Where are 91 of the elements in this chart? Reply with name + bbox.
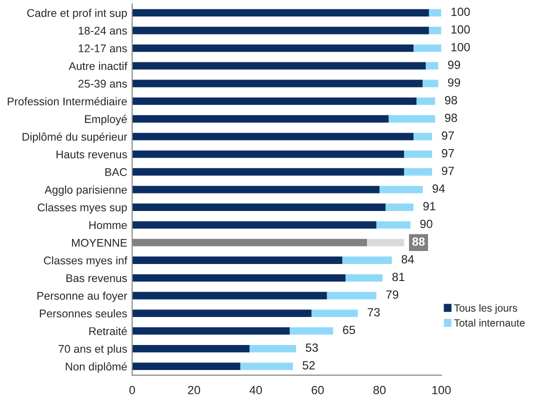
y-tick-label: 70 ans et plus (58, 344, 127, 355)
total-label: 81 (392, 272, 404, 282)
y-tick-label: 18-24 ans (78, 26, 127, 35)
total-label: 98 (444, 114, 458, 122)
total-label: 97 (442, 166, 454, 176)
x-tick-label: 100 (432, 386, 451, 394)
total-label: 73 (368, 308, 380, 316)
bar (132, 9, 429, 17)
y-tick-label: Homme (89, 221, 127, 230)
y-tick-label: BAC (105, 168, 127, 176)
bar (132, 44, 414, 52)
x-tick-label: 80 (373, 386, 386, 394)
bar (132, 115, 389, 123)
bar (367, 238, 404, 246)
total-label: 91 (423, 202, 436, 210)
total-label: 52 (302, 361, 315, 370)
total-label: 99 (448, 60, 460, 70)
bar (132, 256, 342, 264)
y-tick-label: Cadre et prof int sup (27, 8, 127, 20)
bar (132, 168, 404, 176)
y-tick-label: Non diplômé (66, 362, 127, 373)
bar (416, 97, 436, 105)
bar (132, 132, 414, 140)
total-label: 98 (444, 96, 458, 104)
y-tick-label: MOYENNE (72, 238, 127, 247)
y-tick-label: Autre inactif (68, 62, 128, 70)
bar (428, 9, 442, 17)
bar (132, 62, 426, 70)
y-tick-label: Hauts revenus (56, 150, 127, 158)
bar (132, 274, 346, 282)
total-label: 99 (448, 78, 460, 87)
total-label: 53 (306, 343, 318, 352)
y-tick-label: Classes myes sup (38, 203, 127, 214)
bar (250, 344, 296, 352)
total-label: 100 (452, 25, 470, 34)
bar (388, 115, 436, 123)
total-label: 65 (343, 326, 356, 334)
total-label: 90 (420, 220, 432, 228)
y-tick-label: Profession Intermédiaire (8, 97, 127, 106)
y-tick-label: Retraité (89, 326, 127, 336)
y-tick-label: Bas revenus (66, 274, 127, 282)
y-tick-label: Agglo parisienne (44, 186, 127, 196)
y-tick-label: Employé (85, 114, 127, 126)
bar (311, 310, 358, 318)
bar (240, 362, 293, 370)
x-tick-label: 40 (250, 386, 262, 394)
bar (132, 150, 404, 158)
bar (132, 26, 429, 34)
bar (290, 327, 334, 335)
y-tick-label: Classes myes inf (44, 256, 128, 267)
bar (132, 221, 376, 229)
x-tick-label: 60 (312, 386, 324, 394)
total-label: 100 (452, 42, 470, 52)
y-tick-label: 25-39 ans (78, 80, 127, 88)
bar (342, 256, 392, 264)
bar (386, 204, 414, 211)
bar (345, 274, 383, 282)
total-label: 97 (442, 131, 454, 140)
y-tick-label: Personnes seules (40, 309, 127, 318)
total-label: 84 (402, 255, 414, 264)
y-tick-label: 12-17 ans (78, 44, 127, 52)
legend-label: Tous les jours (454, 304, 518, 314)
y-tick-label: Diplômé du supérieur (22, 132, 128, 143)
bar (414, 44, 442, 52)
x-tick-label: 20 (188, 386, 200, 394)
y-tick-label: Personne au foyer (37, 292, 128, 302)
total-label: 100 (452, 8, 470, 16)
bar (132, 344, 250, 352)
bar (379, 186, 423, 194)
bar (414, 132, 432, 140)
bar (132, 310, 312, 318)
legend-label: Total internaute (454, 318, 525, 327)
bar (326, 292, 376, 300)
bar (132, 186, 380, 194)
bar (132, 204, 386, 211)
total-label: 88 (412, 237, 425, 246)
bar (132, 97, 417, 105)
bar (428, 26, 442, 34)
bar (376, 221, 410, 229)
bar (422, 80, 438, 88)
total-label: 94 (432, 184, 445, 193)
bar (132, 292, 327, 300)
total-label: 79 (386, 290, 398, 299)
bar (132, 327, 290, 335)
bar (132, 80, 423, 88)
bar (404, 168, 432, 176)
x-tick-label: 0 (129, 386, 136, 394)
bar (426, 62, 438, 70)
bar (132, 362, 240, 370)
bar (404, 150, 432, 158)
total-label: 97 (442, 149, 454, 158)
